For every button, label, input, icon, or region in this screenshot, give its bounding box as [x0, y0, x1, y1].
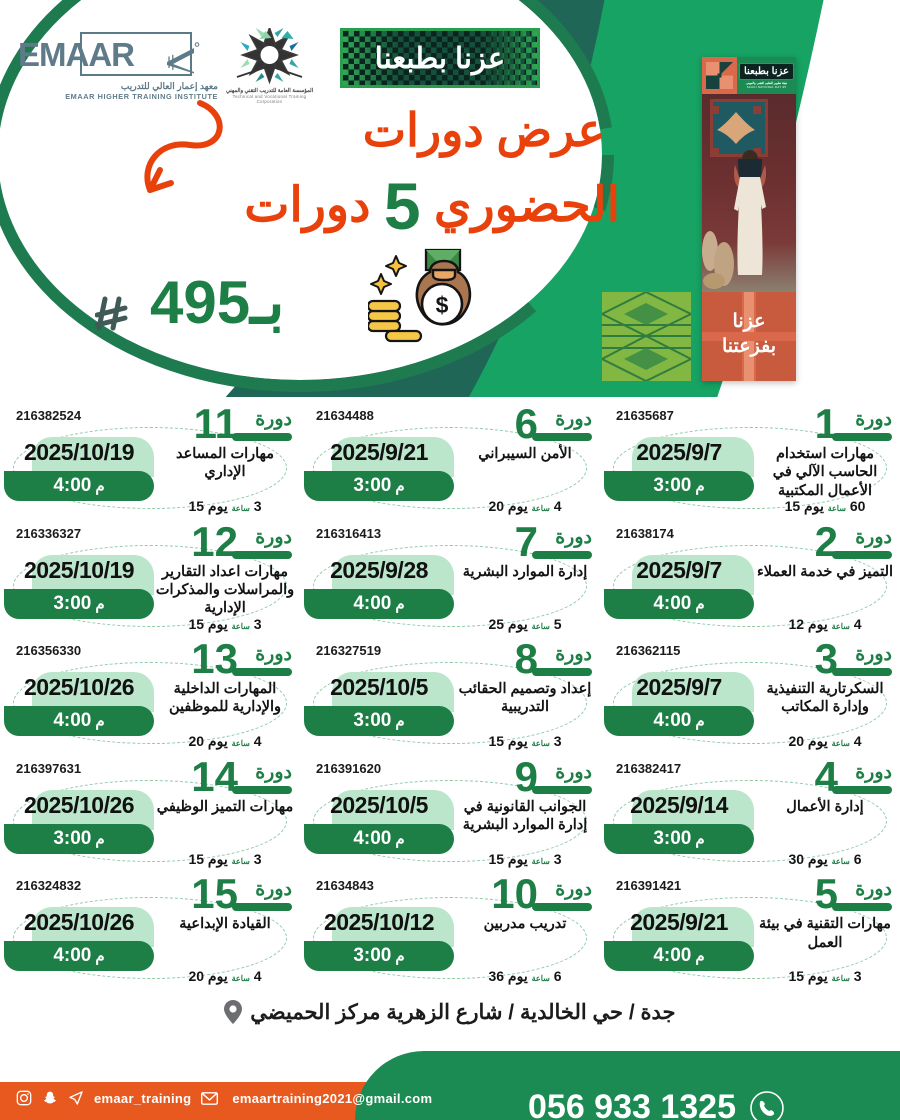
svg-text:$: $	[436, 292, 449, 318]
